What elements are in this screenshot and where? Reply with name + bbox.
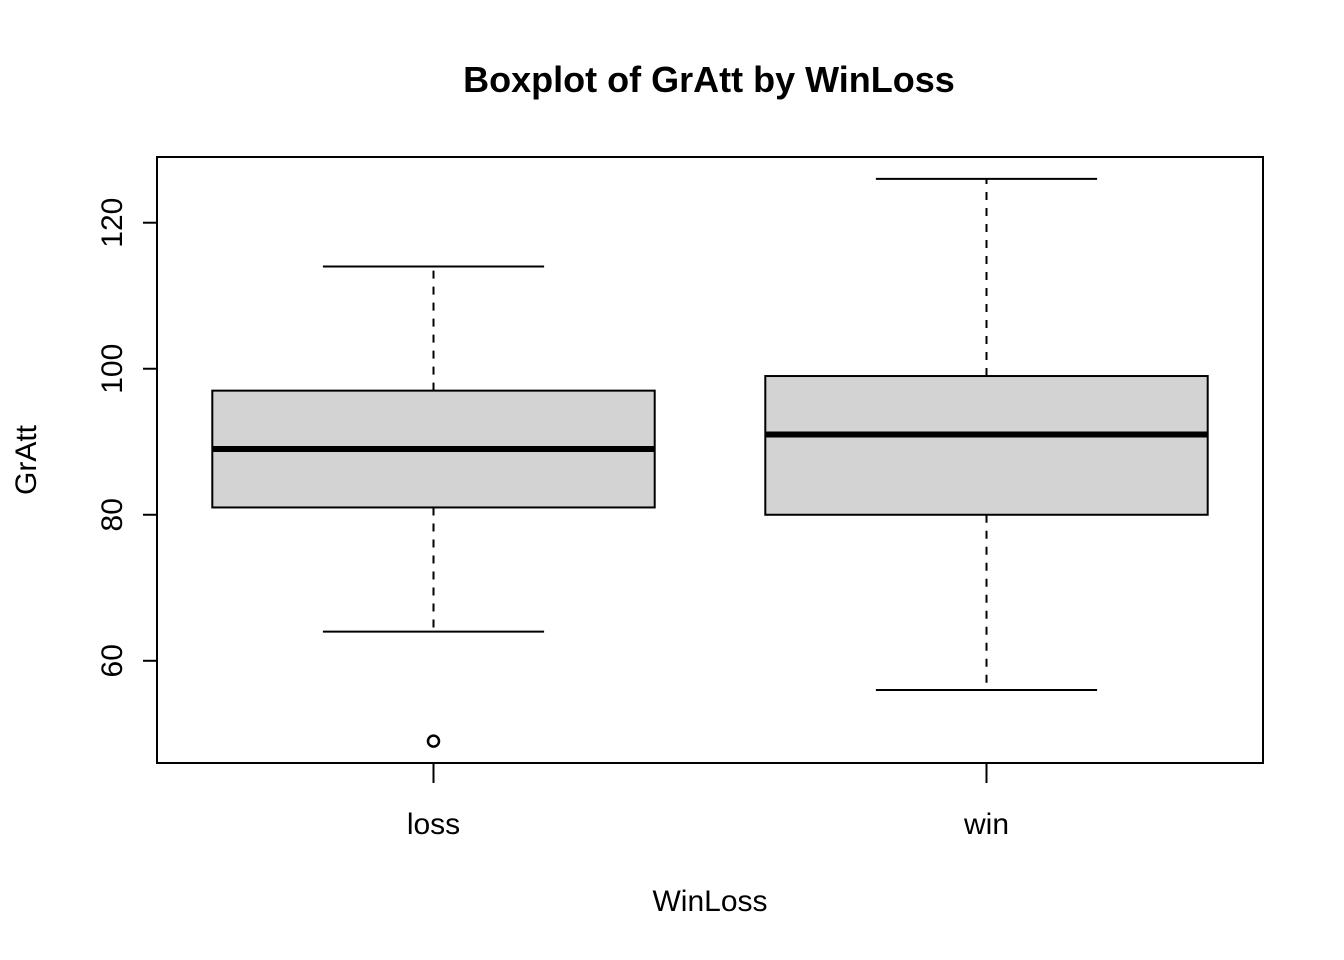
- box-loss: [211, 265, 656, 748]
- y-tick-label: 60: [96, 644, 129, 677]
- box-win: [764, 177, 1209, 691]
- iqr-box: [764, 375, 1209, 516]
- x-tick-label-loss: loss: [407, 808, 460, 841]
- boxes-group: [211, 177, 1209, 748]
- y-tick-label: 100: [96, 344, 129, 394]
- x-axis-label: WinLoss: [652, 885, 767, 918]
- y-axis: 60 80 100 120: [96, 198, 158, 677]
- y-axis-label: GrAtt: [10, 424, 43, 495]
- x-tick-label-win: win: [963, 808, 1009, 841]
- outlier-point: [426, 734, 441, 748]
- y-tick-label: 120: [96, 198, 129, 248]
- y-tick-label: 80: [96, 498, 129, 531]
- chart-title: Boxplot of GrAtt by WinLoss: [463, 59, 955, 100]
- x-axis: loss win: [407, 763, 1009, 841]
